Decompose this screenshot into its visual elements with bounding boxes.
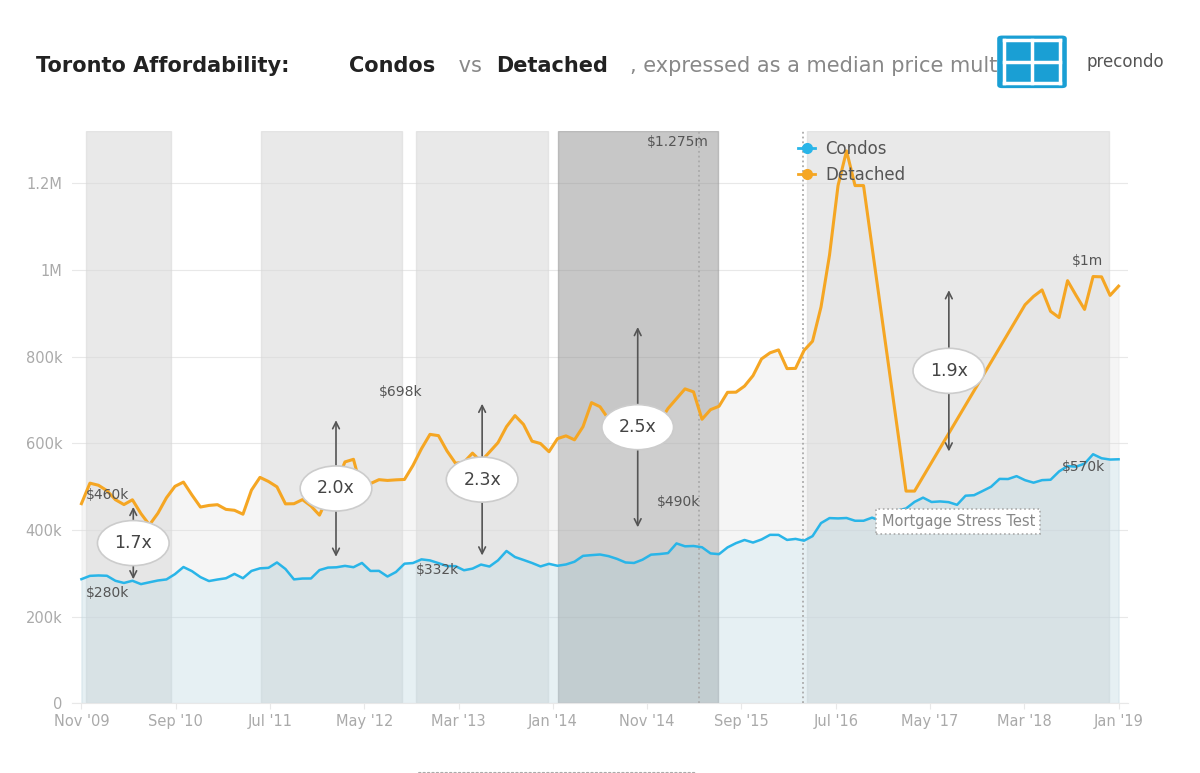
Text: 2.5x: 2.5x <box>619 418 656 436</box>
Text: Toronto Affordability:: Toronto Affordability: <box>36 56 296 76</box>
FancyBboxPatch shape <box>997 36 1067 88</box>
Text: $490k: $490k <box>656 495 700 509</box>
Ellipse shape <box>602 404 673 450</box>
Ellipse shape <box>97 520 169 566</box>
Text: , expressed as a median price multiple: , expressed as a median price multiple <box>630 56 1036 76</box>
Text: $570k: $570k <box>1062 460 1105 475</box>
Legend: Condos, Detached: Condos, Detached <box>798 140 905 184</box>
Bar <box>558 131 718 703</box>
Bar <box>808 131 1109 703</box>
Text: Condos: Condos <box>349 56 436 76</box>
Text: vs: vs <box>452 56 488 76</box>
Ellipse shape <box>446 457 518 502</box>
Text: $698k: $698k <box>378 385 422 400</box>
Bar <box>86 131 172 703</box>
Text: 1.9x: 1.9x <box>930 362 967 380</box>
Ellipse shape <box>913 349 985 393</box>
Ellipse shape <box>300 466 372 511</box>
Text: Detached: Detached <box>497 56 608 76</box>
Text: $1.275m: $1.275m <box>647 135 709 149</box>
Text: 2.3x: 2.3x <box>463 471 502 489</box>
Text: precondo: precondo <box>1086 53 1164 71</box>
Bar <box>416 131 548 703</box>
Text: $460k: $460k <box>86 489 130 502</box>
Bar <box>260 131 402 703</box>
Text: 1.7x: 1.7x <box>114 534 152 552</box>
Text: $1m: $1m <box>1072 254 1103 268</box>
Text: $280k: $280k <box>86 586 130 600</box>
Text: 2.0x: 2.0x <box>317 479 355 498</box>
Text: Mortgage Stress Test: Mortgage Stress Test <box>882 514 1034 529</box>
Text: $332k: $332k <box>416 564 460 577</box>
